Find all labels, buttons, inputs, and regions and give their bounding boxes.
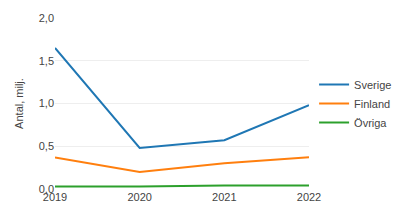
svg-text:1,5: 1,5 bbox=[39, 55, 54, 67]
svg-text:0,5: 0,5 bbox=[39, 140, 54, 152]
svg-text:Finland: Finland bbox=[354, 98, 390, 110]
svg-text:2022: 2022 bbox=[297, 191, 321, 203]
svg-text:2021: 2021 bbox=[212, 191, 236, 203]
svg-text:Sverige: Sverige bbox=[354, 79, 391, 91]
svg-text:2,0: 2,0 bbox=[39, 12, 54, 24]
svg-text:2020: 2020 bbox=[127, 191, 151, 203]
svg-text:Antal, milj.: Antal, milj. bbox=[13, 78, 25, 129]
svg-text:1,0: 1,0 bbox=[39, 97, 54, 109]
svg-text:Övriga: Övriga bbox=[354, 117, 387, 129]
svg-text:2019: 2019 bbox=[43, 191, 67, 203]
svg-text:0,0: 0,0 bbox=[39, 183, 54, 195]
